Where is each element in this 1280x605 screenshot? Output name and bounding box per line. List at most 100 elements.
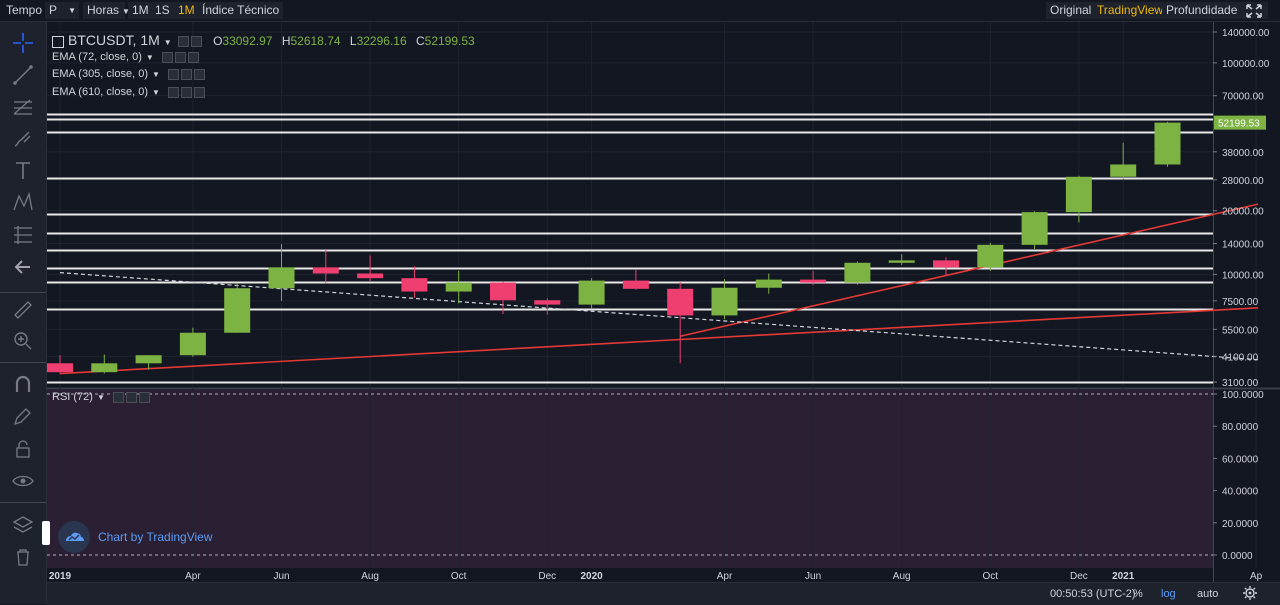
back-tool[interactable] bbox=[10, 254, 36, 280]
fib-tool[interactable] bbox=[10, 94, 36, 120]
close-icon[interactable] bbox=[193, 86, 205, 98]
settings-icon[interactable] bbox=[190, 36, 202, 48]
price-tick-label: 14000.00 bbox=[1222, 240, 1264, 251]
magnet-tool[interactable] bbox=[10, 372, 36, 398]
pattern-icon bbox=[13, 191, 33, 211]
time-tick-label: Oct bbox=[983, 571, 999, 582]
hours-select[interactable]: Horas ▼ bbox=[83, 2, 130, 19]
time-tick-label: Jun bbox=[273, 571, 289, 582]
chevron-down-icon[interactable]: ▼ bbox=[152, 88, 160, 97]
ema-305-label[interactable]: EMA (305, close, 0) bbox=[52, 68, 148, 80]
interval-1m-active-button[interactable]: 1M bbox=[174, 2, 199, 19]
chevron-down-icon[interactable]: ▼ bbox=[152, 70, 160, 79]
interval-1m-button[interactable]: 1M bbox=[128, 2, 153, 19]
period-select-value: P bbox=[49, 3, 58, 17]
visibility-icon[interactable] bbox=[167, 86, 179, 98]
candle-body bbox=[844, 262, 871, 283]
visibility-icon[interactable] bbox=[112, 391, 124, 403]
view-tradingview-tab[interactable]: TradingView bbox=[1093, 2, 1168, 19]
toolbar-divider bbox=[0, 502, 46, 503]
last-price-label: 52199.53 bbox=[1218, 119, 1260, 130]
candle-body bbox=[1065, 176, 1092, 213]
rsi-tick-label: 60.0000 bbox=[1222, 454, 1259, 465]
measure-tool[interactable] bbox=[10, 297, 36, 323]
time-tick-label: Aug bbox=[893, 571, 911, 582]
settings-icon[interactable] bbox=[180, 68, 192, 80]
chevron-down-icon[interactable]: ▼ bbox=[145, 53, 154, 62]
bottom-bar: 00:50:53 (UTC-2) % log auto bbox=[47, 582, 1280, 605]
layers-tool[interactable] bbox=[10, 512, 36, 538]
settings-icon[interactable] bbox=[180, 86, 192, 98]
text-tool[interactable] bbox=[10, 158, 36, 184]
visibility-icon[interactable] bbox=[161, 51, 173, 63]
crosshair-tool[interactable] bbox=[10, 30, 36, 56]
ema-legend-1[interactable]: EMA (72, close, 0) ▼ bbox=[52, 51, 199, 63]
toolbar-collapse-handle[interactable] bbox=[42, 521, 50, 545]
price-tick-label: 38000.00 bbox=[1222, 148, 1264, 159]
brush-tool[interactable] bbox=[10, 126, 36, 152]
period-select[interactable]: P ▼ bbox=[45, 2, 79, 19]
log-toggle[interactable]: log bbox=[1161, 588, 1176, 600]
price-tick-label: 5500.00 bbox=[1222, 325, 1259, 336]
prediction-tool[interactable] bbox=[10, 222, 36, 248]
toolbar-divider bbox=[0, 292, 46, 293]
collapse-icon[interactable] bbox=[52, 35, 64, 48]
close-icon[interactable] bbox=[187, 51, 199, 63]
chevron-down-icon[interactable]: ▼ bbox=[96, 393, 105, 402]
auto-toggle[interactable]: auto bbox=[1197, 588, 1219, 600]
ohlc-high: H52618.74 bbox=[282, 34, 341, 48]
rsi-label[interactable]: RSI (72) bbox=[52, 391, 93, 403]
settings-icon[interactable] bbox=[125, 391, 137, 403]
time-tick-label: Ap bbox=[1250, 571, 1263, 582]
candle-body bbox=[47, 363, 73, 373]
time-tick-label: 2019 bbox=[49, 571, 72, 582]
zoom-tool[interactable] bbox=[10, 328, 36, 354]
delete-tool[interactable] bbox=[10, 544, 36, 570]
candle-body bbox=[445, 282, 472, 292]
view-depth-tab[interactable]: Profundidade bbox=[1162, 2, 1242, 19]
prediction-icon bbox=[14, 226, 32, 244]
visibility-icon[interactable] bbox=[177, 36, 189, 48]
indicators-button[interactable]: Índice Técnico bbox=[198, 2, 284, 19]
trendline-tool[interactable] bbox=[10, 62, 36, 88]
price-axis-bg bbox=[1213, 22, 1280, 582]
ohlc-close: C52199.53 bbox=[416, 34, 475, 48]
ema-610-label[interactable]: EMA (610, close, 0) bbox=[52, 86, 148, 98]
close-icon[interactable] bbox=[193, 68, 205, 80]
crosshair-icon bbox=[13, 33, 33, 53]
rsi-tick-label: 100.0000 bbox=[1222, 390, 1264, 401]
candle-body bbox=[312, 267, 339, 274]
candle-body bbox=[977, 244, 1004, 268]
tempo-label: Tempo bbox=[6, 3, 43, 17]
visibility-icon[interactable] bbox=[167, 68, 179, 80]
rsi-tick-label: 20.0000 bbox=[1222, 519, 1259, 530]
ema-legend-3[interactable]: EMA (610, close, 0) ▼ bbox=[52, 86, 205, 98]
last-price-badge bbox=[1214, 115, 1266, 130]
candle-body bbox=[224, 288, 251, 333]
ema-72-label[interactable]: EMA (72, close, 0) bbox=[52, 51, 142, 63]
price-tick-label: 140000.00 bbox=[1222, 28, 1270, 39]
view-original-tab[interactable]: Original bbox=[1046, 2, 1096, 19]
interval-1s-button[interactable]: 1S bbox=[151, 2, 174, 19]
rsi-legend[interactable]: RSI (72) ▼ bbox=[52, 391, 150, 403]
tradingview-logo-icon bbox=[58, 521, 90, 553]
candle-body bbox=[91, 363, 118, 373]
symbol-label[interactable]: BTCUSDT, 1M bbox=[68, 32, 160, 48]
pattern-tool[interactable] bbox=[10, 190, 36, 216]
gear-icon[interactable] bbox=[1243, 586, 1257, 600]
time-tick-label: Dec bbox=[1070, 571, 1088, 582]
close-icon[interactable] bbox=[138, 391, 150, 403]
toolbar-divider bbox=[0, 362, 46, 363]
stay-drawing-tool[interactable] bbox=[10, 404, 36, 430]
unlock-icon bbox=[16, 440, 30, 458]
fullscreen-button[interactable] bbox=[1240, 2, 1268, 19]
price-tick-label: 28000.00 bbox=[1222, 176, 1264, 187]
percent-toggle[interactable]: % bbox=[1133, 588, 1143, 600]
hide-tool[interactable] bbox=[10, 468, 36, 494]
ema-legend-2[interactable]: EMA (305, close, 0) ▼ bbox=[52, 68, 205, 80]
fib-icon bbox=[13, 99, 32, 115]
lock-tool[interactable] bbox=[10, 436, 36, 462]
settings-icon[interactable] bbox=[174, 51, 186, 63]
chevron-down-icon[interactable]: ▼ bbox=[163, 38, 172, 47]
